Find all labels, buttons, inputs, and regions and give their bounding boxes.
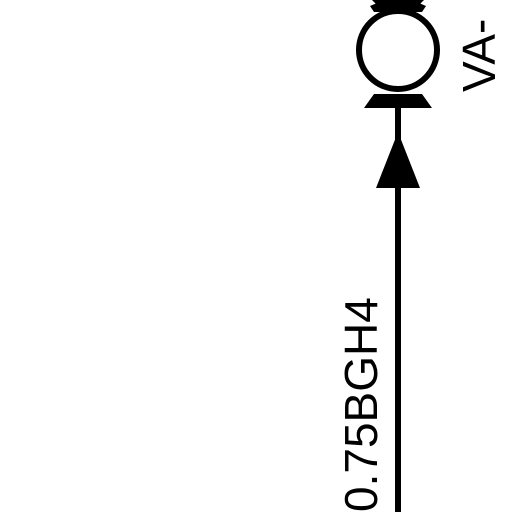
splice-bottom-cap	[364, 94, 432, 108]
flow-arrow-icon	[376, 132, 420, 188]
connector-label: VA-	[453, 19, 505, 92]
splice-circle	[356, 8, 440, 92]
splice-top-cap	[370, 0, 426, 12]
wire-label: 0.75BGH4	[335, 297, 387, 512]
splice-point	[356, 0, 440, 108]
